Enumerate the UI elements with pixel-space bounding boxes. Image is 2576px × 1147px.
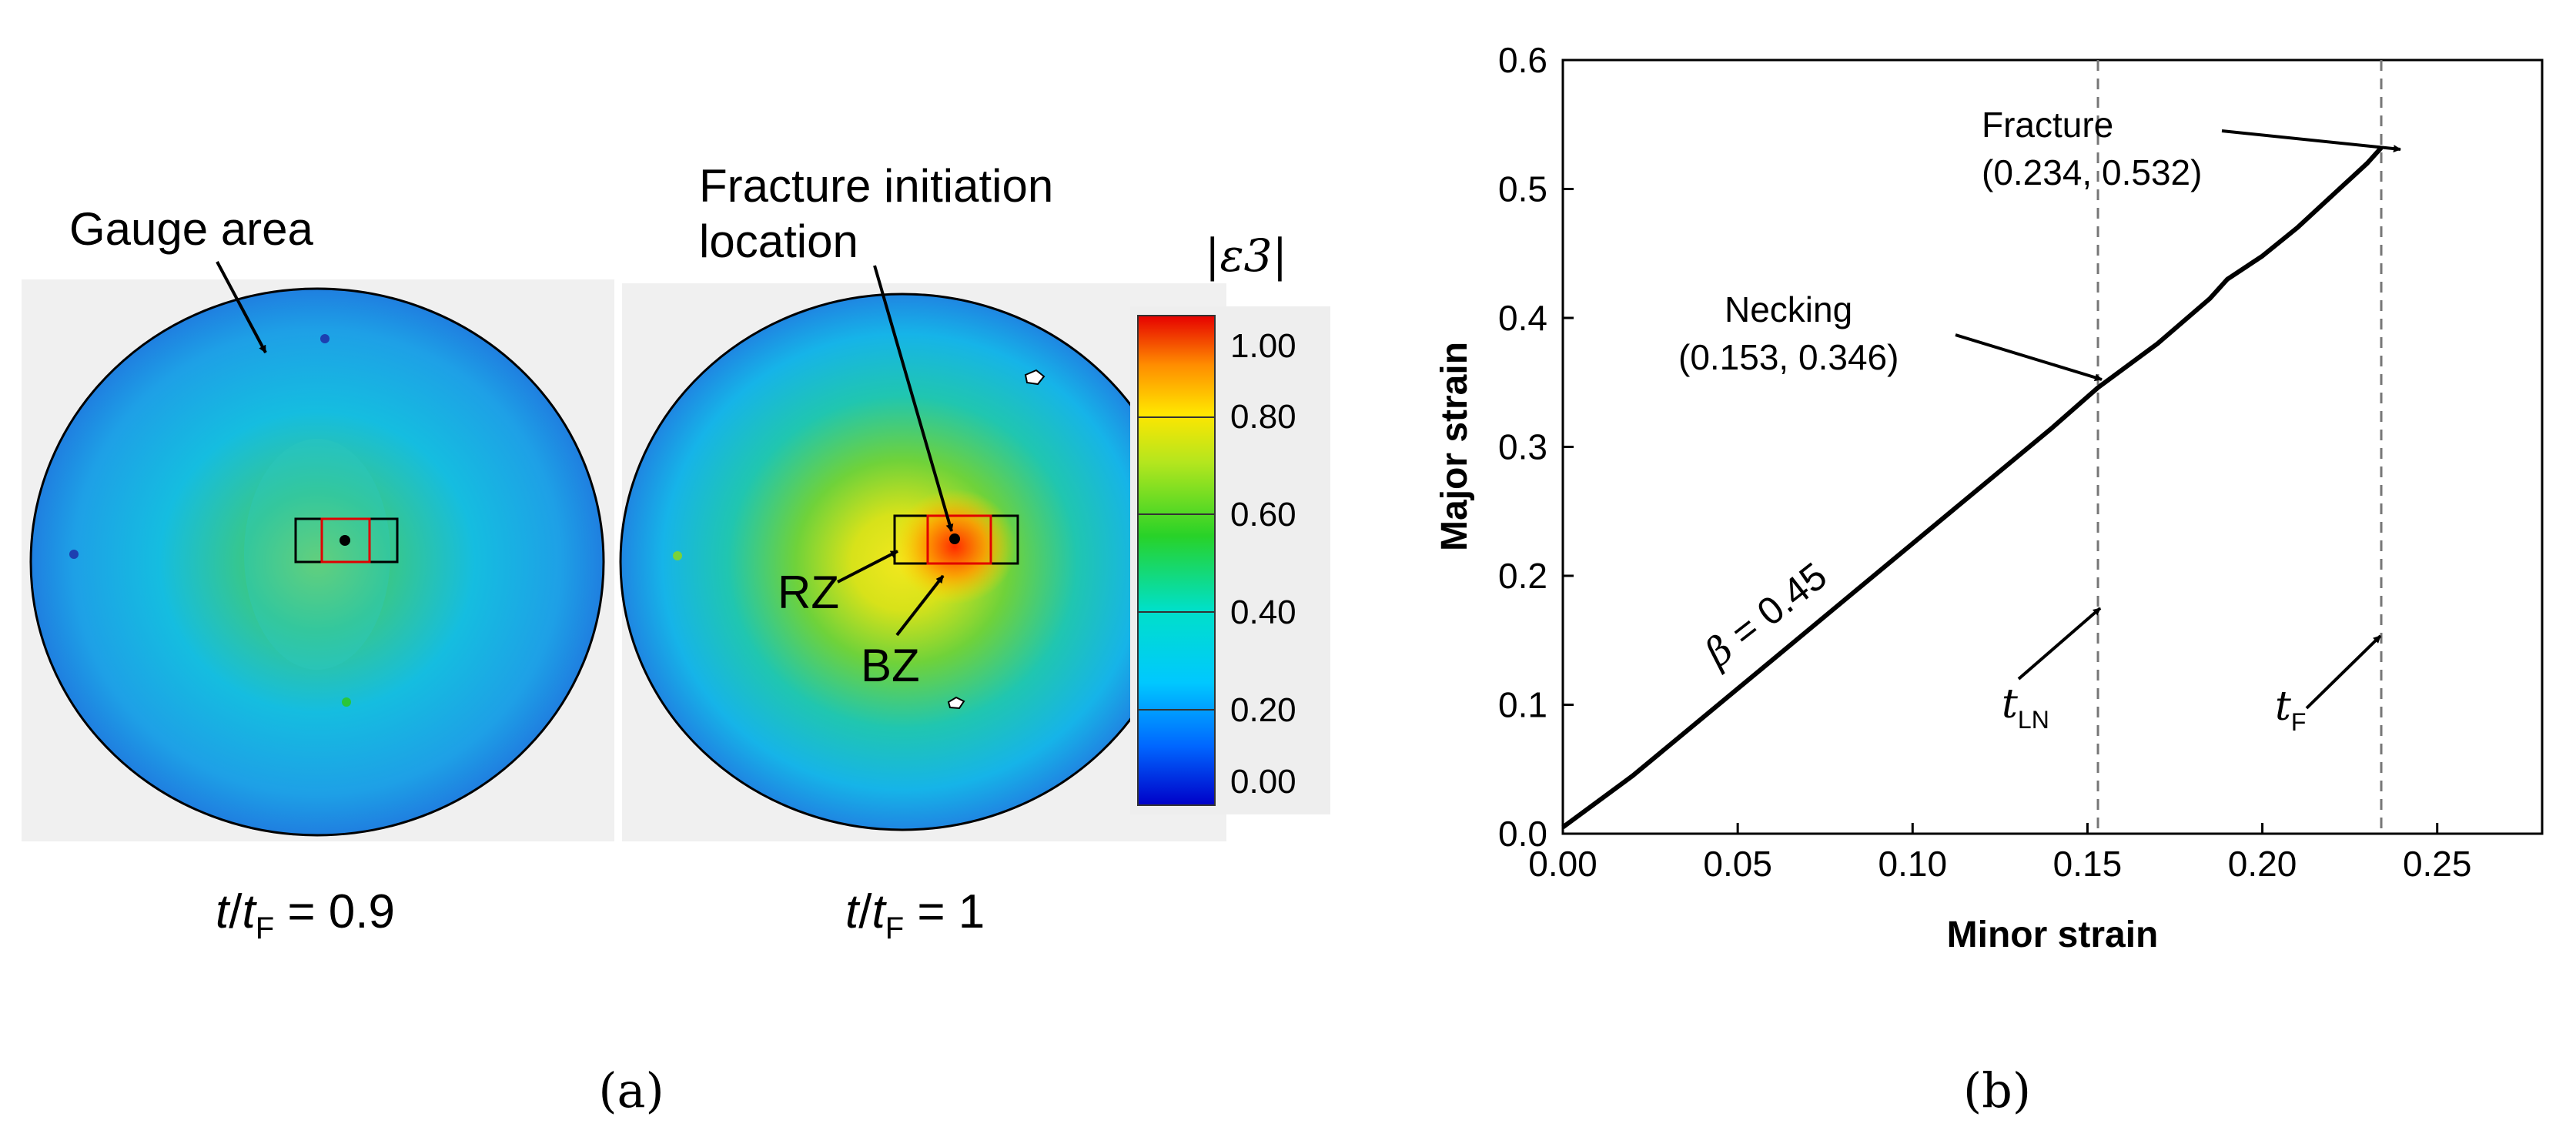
panel-a-label: (a) bbox=[598, 1062, 664, 1119]
fracture-initiation-label-1: Fracture initiation bbox=[699, 160, 1053, 212]
necking-annotation-point: (0.153, 0.346) bbox=[1678, 337, 1899, 377]
svg-text:tF: tF bbox=[2275, 684, 2306, 736]
strain-path-line bbox=[1561, 145, 2384, 830]
red-zone-left bbox=[320, 517, 371, 563]
colorbar-gradient bbox=[1137, 315, 1216, 806]
x-tick-label: 0.25 bbox=[2403, 844, 2472, 884]
panel-a: 1.00 0.80 0.60 0.40 0.20 0.00 |ε3| Gauge… bbox=[22, 160, 1330, 1119]
fracture-annotation-title: Fracture bbox=[1982, 105, 2113, 145]
colorbar-tick-3: 0.60 bbox=[1230, 496, 1296, 533]
y-ticks: 0.0 0.1 0.2 0.3 0.4 0.5 0.6 bbox=[1498, 40, 1574, 854]
x-tick-label: 0.00 bbox=[1528, 844, 1597, 884]
beta-label: β = 0.45 bbox=[1695, 553, 1835, 677]
caption-left: t/tF = 0.9 bbox=[216, 885, 395, 945]
defect-spot-2 bbox=[947, 696, 965, 710]
colorbar-title: |ε3| bbox=[1205, 229, 1287, 282]
fracture-initiation-label-2: location bbox=[699, 216, 858, 267]
x-ticks: 0.00 0.05 0.10 0.15 0.20 0.25 bbox=[1528, 823, 2471, 884]
red-zone-right bbox=[926, 514, 992, 565]
y-tick-label: 0.3 bbox=[1498, 427, 1547, 467]
svg-text:tLN: tLN bbox=[2002, 681, 2049, 734]
x-tick-label: 0.20 bbox=[2228, 844, 2297, 884]
colorbar-tick-4: 0.40 bbox=[1230, 594, 1296, 631]
y-tick-label: 0.1 bbox=[1498, 685, 1547, 725]
fracture-annotation-point: (0.234, 0.532) bbox=[1982, 152, 2202, 192]
fracture-arrow bbox=[2221, 129, 2401, 153]
defect-spot-1 bbox=[1024, 369, 1045, 386]
x-tick-label: 0.10 bbox=[1878, 844, 1948, 884]
y-tick-label: 0.6 bbox=[1498, 40, 1547, 80]
colorbar-tick-6: 0.00 bbox=[1230, 763, 1296, 801]
y-tick-label: 0.2 bbox=[1498, 556, 1547, 596]
caption-right: t/tF = 1 bbox=[845, 885, 985, 945]
y-axis-label: Major strain bbox=[1434, 342, 1475, 551]
dic-map-right bbox=[619, 293, 1186, 831]
tln-marker: tLN bbox=[2002, 607, 2102, 734]
colorbar: 1.00 0.80 0.60 0.40 0.20 0.00 |ε3| bbox=[1130, 229, 1330, 814]
x-axis-label: Minor strain bbox=[1947, 915, 2159, 955]
tf-marker: tF bbox=[2275, 634, 2382, 736]
y-tick-label: 0.0 bbox=[1498, 814, 1547, 854]
fracture-dot bbox=[949, 533, 960, 544]
dic-map-left bbox=[29, 287, 605, 837]
x-tick-label: 0.05 bbox=[1703, 844, 1772, 884]
necking-arrow bbox=[1955, 333, 2103, 382]
panel-b-chart: 0.00 0.05 0.10 0.15 0.20 0.25 0.0 0.1 0.2 0.3 0.4… bbox=[1434, 40, 2544, 1119]
bz-label: BZ bbox=[861, 640, 920, 691]
rz-label: RZ bbox=[778, 567, 839, 618]
center-dot-left bbox=[340, 535, 350, 546]
gauge-area-label: Gauge area bbox=[69, 203, 314, 255]
panel-b-label: (b) bbox=[1963, 1062, 2031, 1119]
colorbar-tick-1: 1.00 bbox=[1230, 327, 1296, 365]
colorbar-tick-2: 0.80 bbox=[1230, 398, 1296, 436]
necking-annotation-title: Necking bbox=[1725, 289, 1852, 329]
y-tick-label: 0.4 bbox=[1498, 298, 1547, 338]
y-tick-label: 0.5 bbox=[1498, 169, 1547, 209]
x-tick-label: 0.15 bbox=[2053, 844, 2123, 884]
colorbar-tick-5: 0.20 bbox=[1230, 691, 1296, 729]
